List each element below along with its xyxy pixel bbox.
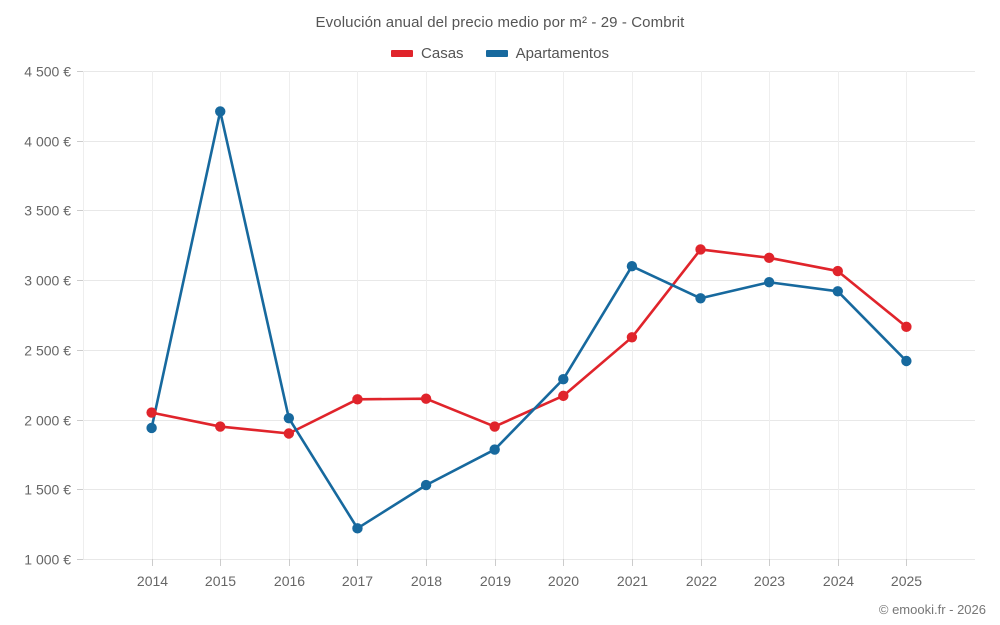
data-point-apartamentos-2016[interactable] xyxy=(283,412,295,424)
data-point-casas-2022[interactable] xyxy=(695,244,706,255)
x-axis-tick-label: 2018 xyxy=(411,573,442,589)
legend-swatch-apartamentos xyxy=(485,50,508,57)
series-line-apartamentos xyxy=(150,110,908,530)
legend-label: Apartamentos xyxy=(515,45,609,62)
legend-label: Casas xyxy=(421,45,464,62)
legend-entry-apartamentos[interactable]: Apartamentos xyxy=(485,45,609,62)
y-axis-tick-label: 4 500 € xyxy=(24,64,71,80)
chart-legend: Casas Apartamentos xyxy=(0,45,1000,62)
x-axis-tick-label: 2015 xyxy=(205,573,236,589)
data-point-apartamentos-2025[interactable] xyxy=(901,355,912,367)
x-axis-tick-label: 2021 xyxy=(617,573,648,589)
data-point-apartamentos-2018[interactable] xyxy=(420,479,432,491)
chart-title: Evolución anual del precio medio por m² … xyxy=(315,14,685,31)
x-axis-tick-label: 2019 xyxy=(480,573,511,589)
data-point-apartamentos-2021[interactable] xyxy=(626,261,638,272)
data-point-casas-2020[interactable] xyxy=(558,390,569,402)
data-point-apartamentos-2023[interactable] xyxy=(763,277,775,288)
footer-credit: © emooki.fr - 2026 xyxy=(878,602,986,617)
data-point-casas-2023[interactable] xyxy=(763,252,775,264)
x-axis-tick-label: 2022 xyxy=(686,573,717,589)
data-point-casas-2019[interactable] xyxy=(489,421,500,432)
data-point-casas-2014[interactable] xyxy=(146,407,157,418)
y-axis-tick-label: 3 500 € xyxy=(24,203,71,219)
x-axis-tick-label: 2020 xyxy=(548,573,579,589)
x-axis-tick-label: 2024 xyxy=(823,573,854,589)
x-axis-tick-label: 2014 xyxy=(137,573,168,589)
data-point-casas-2025[interactable] xyxy=(901,321,912,333)
data-point-casas-2024[interactable] xyxy=(832,265,843,277)
data-point-casas-2021[interactable] xyxy=(626,332,638,343)
data-point-apartamentos-2020[interactable] xyxy=(558,373,569,385)
legend-swatch-casas xyxy=(391,50,414,57)
data-point-apartamentos-2022[interactable] xyxy=(695,293,706,304)
data-point-apartamentos-2017[interactable] xyxy=(352,523,363,534)
data-point-apartamentos-2015[interactable] xyxy=(215,106,226,117)
y-axis-tick-label: 1 500 € xyxy=(24,482,71,498)
x-axis-tick-label: 2023 xyxy=(754,573,785,589)
y-axis-tick-label: 1 000 € xyxy=(24,552,71,568)
y-axis-tick-label: 2 500 € xyxy=(24,343,71,359)
x-axis-tick-label: 2025 xyxy=(891,573,922,589)
series-line-casas xyxy=(150,248,908,435)
data-point-casas-2018[interactable] xyxy=(420,393,432,404)
data-point-casas-2017[interactable] xyxy=(352,394,363,405)
x-axis-tick-label: 2017 xyxy=(342,573,373,589)
y-axis-tick-label: 4 000 € xyxy=(24,134,71,150)
data-point-casas-2016[interactable] xyxy=(283,428,295,439)
y-axis-tick-label: 3 000 € xyxy=(24,273,71,289)
data-point-casas-2015[interactable] xyxy=(215,421,226,432)
x-axis-tick-label: 2016 xyxy=(274,573,305,589)
y-axis-tick-label: 2 000 € xyxy=(24,413,71,429)
data-point-apartamentos-2024[interactable] xyxy=(832,286,843,297)
data-point-apartamentos-2014[interactable] xyxy=(146,422,157,434)
data-point-apartamentos-2019[interactable] xyxy=(489,444,500,455)
legend-entry-casas[interactable]: Casas xyxy=(391,45,464,62)
